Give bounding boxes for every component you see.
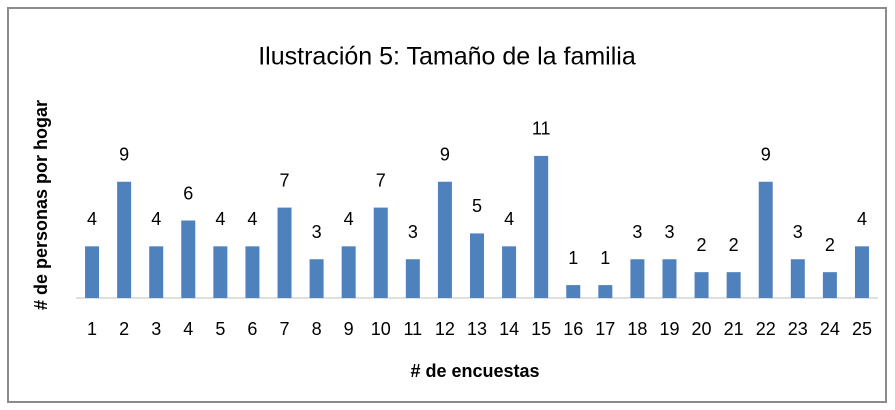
data-label: 2 bbox=[825, 235, 835, 255]
x-tick-label: 5 bbox=[215, 319, 225, 339]
data-label: 3 bbox=[664, 222, 674, 242]
bar bbox=[694, 272, 709, 298]
x-tick-label: 3 bbox=[151, 319, 161, 339]
bar bbox=[598, 285, 613, 298]
data-label: 4 bbox=[151, 209, 161, 229]
bar bbox=[85, 246, 100, 298]
bar bbox=[149, 246, 164, 298]
data-label: 4 bbox=[215, 209, 225, 229]
data-label: 1 bbox=[568, 248, 578, 268]
data-label: 3 bbox=[408, 222, 418, 242]
bar bbox=[566, 285, 581, 298]
bar bbox=[790, 259, 805, 298]
data-label: 5 bbox=[472, 196, 482, 216]
bar bbox=[213, 246, 228, 298]
x-tick-label: 9 bbox=[344, 319, 354, 339]
x-tick-label: 16 bbox=[563, 319, 583, 339]
data-label: 4 bbox=[87, 209, 97, 229]
x-tick-label: 22 bbox=[756, 319, 776, 339]
x-tick-label: 2 bbox=[119, 319, 129, 339]
x-tick-label: 8 bbox=[312, 319, 322, 339]
x-tick-label: 7 bbox=[280, 319, 290, 339]
x-tick-label: 14 bbox=[499, 319, 519, 339]
x-tick-label: 24 bbox=[820, 319, 840, 339]
x-tick-label: 1 bbox=[87, 319, 97, 339]
data-label: 4 bbox=[247, 209, 257, 229]
bar bbox=[726, 272, 741, 298]
bar bbox=[758, 181, 773, 298]
bar bbox=[662, 259, 677, 298]
x-tick-label: 4 bbox=[183, 319, 193, 339]
bar bbox=[181, 220, 196, 298]
bar bbox=[373, 207, 388, 298]
y-axis-label: # de personas por hogar bbox=[31, 100, 51, 310]
data-label: 7 bbox=[280, 170, 290, 190]
x-tick-label: 25 bbox=[852, 319, 872, 339]
bar bbox=[341, 246, 356, 298]
x-tick-label: 12 bbox=[435, 319, 455, 339]
data-label: 2 bbox=[729, 235, 739, 255]
data-label: 9 bbox=[440, 145, 450, 165]
data-label: 3 bbox=[312, 222, 322, 242]
data-label: 3 bbox=[632, 222, 642, 242]
bar bbox=[245, 246, 260, 298]
x-tick-label: 23 bbox=[788, 319, 808, 339]
x-tick-label: 21 bbox=[724, 319, 744, 339]
data-label: 3 bbox=[793, 222, 803, 242]
bar bbox=[534, 155, 549, 298]
x-axis-label: # de encuestas bbox=[410, 361, 539, 381]
x-tick-label: 18 bbox=[627, 319, 647, 339]
data-label: 9 bbox=[761, 145, 771, 165]
x-tick-label: 11 bbox=[403, 319, 422, 339]
x-tick-label: 6 bbox=[247, 319, 257, 339]
data-label: 2 bbox=[697, 235, 707, 255]
chart-title: Ilustración 5: Tamaño de la familia bbox=[258, 43, 636, 71]
bar bbox=[854, 246, 869, 298]
data-label: 4 bbox=[344, 209, 354, 229]
bar bbox=[630, 259, 645, 298]
data-label: 7 bbox=[376, 170, 386, 190]
data-label: 11 bbox=[532, 119, 551, 139]
bar bbox=[309, 259, 324, 298]
x-tick-label: 17 bbox=[595, 319, 615, 339]
x-tick-label: 19 bbox=[659, 319, 679, 339]
data-label: 9 bbox=[119, 145, 129, 165]
data-label: 4 bbox=[857, 209, 867, 229]
data-label: 4 bbox=[504, 209, 514, 229]
bar bbox=[822, 272, 837, 298]
x-tick-label: 13 bbox=[467, 319, 487, 339]
bar bbox=[277, 207, 292, 298]
data-label: 1 bbox=[600, 248, 610, 268]
bar bbox=[502, 246, 517, 298]
x-tick-label: 10 bbox=[371, 319, 391, 339]
bar bbox=[470, 233, 484, 298]
bar bbox=[405, 259, 420, 298]
x-tick-label: 15 bbox=[531, 319, 551, 339]
bar bbox=[437, 181, 452, 298]
x-tick-label: 20 bbox=[692, 319, 712, 339]
data-label: 6 bbox=[183, 183, 193, 203]
bar bbox=[117, 181, 132, 298]
